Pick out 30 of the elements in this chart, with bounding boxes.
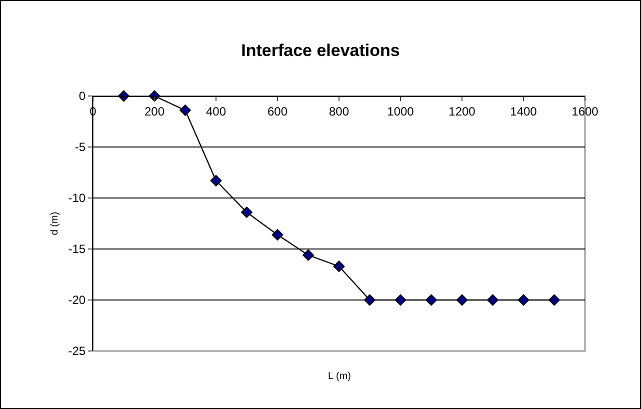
- point: [333, 260, 345, 272]
- y-axis-title: d (m): [49, 212, 60, 236]
- x-tick-label: 1200: [448, 104, 476, 118]
- point: [487, 294, 498, 306]
- x-axis-title: L (m): [328, 371, 351, 382]
- point: [210, 174, 222, 186]
- y-tick-label: -10: [68, 191, 86, 206]
- point: [241, 206, 252, 218]
- x-tick-label: 1400: [510, 104, 538, 118]
- x-tick-label: 800: [328, 104, 350, 118]
- point: [302, 249, 314, 261]
- x-tick-label: 1000: [387, 104, 414, 118]
- x-tick-label: 1600: [572, 104, 599, 118]
- x-tick-label: 600: [267, 104, 288, 118]
- point: [272, 229, 284, 240]
- point: [518, 294, 530, 306]
- y-tick-label: -20: [68, 293, 86, 308]
- point: [426, 294, 437, 306]
- chart-title: Interface elevations: [241, 40, 400, 60]
- x-tick-label: 400: [206, 104, 226, 118]
- point: [548, 294, 560, 306]
- y-tick-label: 0: [78, 89, 86, 104]
- point: [394, 294, 406, 306]
- y-tick-label: -25: [68, 344, 86, 358]
- point: [180, 104, 191, 116]
- point: [364, 294, 376, 306]
- y-tick-label: -15: [68, 242, 86, 256]
- x-tick-label: 200: [144, 104, 165, 118]
- y-tick-label: -5: [74, 140, 86, 154]
- point: [456, 294, 468, 306]
